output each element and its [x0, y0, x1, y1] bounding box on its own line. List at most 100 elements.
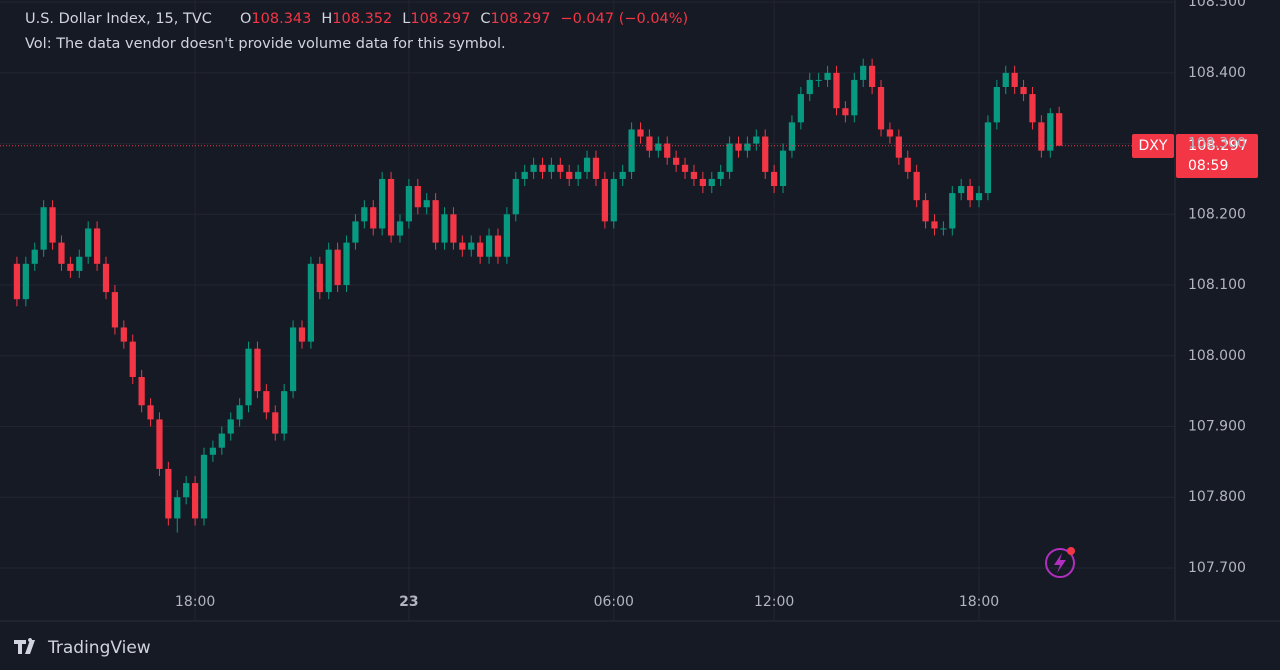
candle-body — [236, 405, 243, 420]
candle-body — [209, 447, 217, 455]
candle-body — [245, 348, 252, 406]
candle-body — [183, 483, 190, 498]
candle-body — [966, 186, 974, 201]
candle-body — [361, 207, 368, 222]
y-tick-label: 107.800 — [1188, 489, 1246, 505]
countdown: 08:59 — [1188, 158, 1228, 174]
candle-body — [450, 214, 457, 243]
y-tick-label: 108.200 — [1188, 206, 1246, 222]
ohlc-value: 108.297 — [490, 11, 550, 27]
brand-name: TradingView — [47, 638, 151, 658]
candle-body — [557, 164, 564, 172]
y-tick-label: 107.900 — [1188, 418, 1246, 434]
icon-bolt — [1054, 553, 1066, 573]
candle-body — [851, 79, 858, 116]
candle-body — [771, 171, 778, 187]
candle-body — [708, 178, 715, 187]
candle-body — [67, 263, 74, 271]
candle-body — [539, 164, 546, 172]
candle-body — [1047, 113, 1054, 151]
candle-body — [40, 207, 47, 250]
candle-body — [860, 65, 867, 80]
brand-logo — [14, 638, 35, 654]
candle-body — [1056, 113, 1063, 146]
candle-body — [325, 249, 332, 293]
candle-body — [396, 221, 404, 236]
candle-body — [289, 327, 297, 392]
candle-body — [726, 143, 733, 172]
candle-body — [191, 483, 199, 519]
y-tick-label: 108.100 — [1188, 277, 1246, 293]
candle-body — [869, 65, 876, 87]
candle-body — [423, 200, 430, 208]
candle-body — [664, 143, 671, 158]
candle-body — [31, 249, 38, 264]
candle-body — [655, 143, 662, 151]
candle-body — [165, 468, 172, 519]
candle-body — [744, 143, 751, 151]
y-tick-label: 108.500 — [1188, 0, 1246, 10]
candle-body — [575, 171, 582, 179]
candle-body — [637, 129, 644, 137]
candle-body — [984, 122, 992, 194]
candle-body — [459, 242, 466, 250]
candle-body — [468, 242, 475, 250]
candle-body — [343, 242, 350, 286]
candle-body — [993, 86, 1000, 123]
chart-title: U.S. Dollar Index, 15, TVC — [25, 11, 212, 27]
candle-body — [949, 193, 956, 229]
candle-body — [22, 263, 29, 300]
x-tick-label: 06:00 — [594, 594, 634, 610]
candle-body — [913, 171, 920, 201]
candle-body — [352, 221, 359, 243]
candle-body — [699, 178, 706, 187]
candle-body — [227, 419, 234, 434]
candle-body — [815, 79, 822, 81]
candle-body — [601, 178, 608, 222]
candle-body — [779, 150, 787, 187]
symbol-label: DXY — [1139, 138, 1168, 154]
candle-body — [824, 72, 831, 80]
last-price: 108.297 — [1188, 138, 1248, 154]
candle-body — [120, 327, 127, 342]
candle-body — [673, 157, 680, 165]
candle-body — [218, 433, 225, 448]
candle-body — [833, 72, 840, 109]
ohlc-value: 108.352 — [332, 11, 392, 27]
ohlc-legend: O108.343 H108.352 L108.297 C108.297 −0.047 (… — [240, 11, 688, 27]
y-tick-label: 108.300 — [1188, 136, 1246, 152]
candle-body — [583, 157, 591, 172]
candle-body — [316, 263, 323, 293]
alert-icon[interactable] — [1045, 547, 1075, 578]
candle-body — [735, 143, 742, 151]
candle-body — [922, 200, 929, 222]
candle-body — [111, 292, 119, 328]
candle-body — [49, 207, 56, 243]
candle-body — [877, 86, 885, 130]
x-tick-label: 12:00 — [754, 594, 794, 610]
candle-body — [129, 341, 136, 377]
candle-body — [441, 214, 448, 243]
candle-body — [1002, 72, 1009, 87]
candle-body — [485, 235, 493, 257]
ohlc-letter: H — [321, 11, 332, 27]
x-tick-label: 23 — [399, 594, 418, 610]
candle-body — [806, 79, 813, 95]
candle-body — [1029, 94, 1036, 123]
badge-bg — [1132, 134, 1174, 158]
candle-body — [379, 178, 386, 229]
ohlc-value: 108.343 — [251, 11, 311, 27]
candle-body — [548, 164, 555, 172]
y-tick-label: 108.400 — [1188, 65, 1246, 81]
candle-body — [530, 164, 537, 172]
candle-body — [414, 186, 421, 208]
brand[interactable]: TradingView — [14, 638, 151, 658]
candle-body — [610, 178, 617, 222]
y-tick-label: 107.700 — [1188, 560, 1246, 576]
candle-body — [512, 178, 519, 215]
candle-body — [931, 221, 938, 229]
candle-body — [281, 391, 288, 434]
ohlc-letter: C — [480, 11, 490, 27]
candle-body — [521, 171, 528, 179]
